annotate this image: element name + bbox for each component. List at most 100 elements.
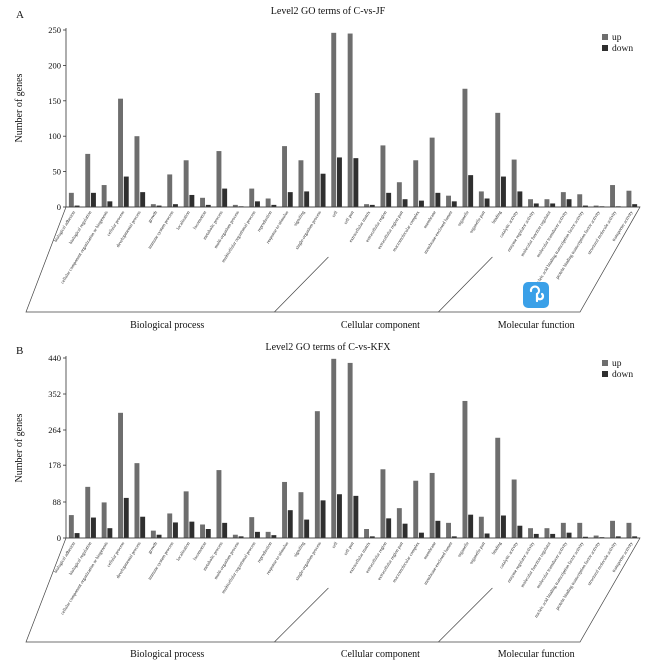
legend-swatch-up xyxy=(602,34,608,40)
bar-down-biological-regulation xyxy=(91,192,96,207)
bar-down-binding xyxy=(501,515,506,538)
category-label: binding xyxy=(491,540,503,555)
bar-up-catalytic-activity xyxy=(511,159,517,207)
bar-down-extracellular-matrix xyxy=(369,204,375,207)
y-tick-label: 352 xyxy=(48,389,61,399)
bars xyxy=(68,32,638,207)
bar-down-locomotion xyxy=(205,204,211,207)
bar-down-localization xyxy=(189,194,195,207)
bar-down-enzyme-regulator-activity xyxy=(533,203,539,207)
category-label: membrane-enclosed lumen xyxy=(423,209,454,254)
bar-up-metabolic-process xyxy=(216,151,222,207)
y-tick-label: 200 xyxy=(48,60,61,70)
group-labels: Biological process Cellular component Mo… xyxy=(130,649,575,660)
bar-up-molecular-transducer-activity xyxy=(560,522,566,538)
bar-up-organelle-part xyxy=(478,516,484,538)
bar-down-signaling xyxy=(304,519,310,538)
bar-down-extracellular-region xyxy=(386,192,392,207)
bar-up-catalytic-activity xyxy=(511,479,517,538)
bar-up-cellular-process xyxy=(118,412,123,538)
category-label: cell part xyxy=(343,540,356,556)
legend-label-up: up xyxy=(612,33,622,43)
bar-up-extracellular-region-part xyxy=(396,508,402,538)
group-frame-outline xyxy=(25,206,641,313)
panel-label: B xyxy=(16,345,23,357)
category-label: signaling xyxy=(292,209,306,227)
group-labels: Biological process Cellular component Mo… xyxy=(130,320,575,331)
panel-a: A Level2 GO terms of C-vs-JF Number of g… xyxy=(14,6,641,331)
category-label: cell xyxy=(331,209,339,218)
bar-up-biological-regulation xyxy=(85,153,91,207)
group-divider xyxy=(274,587,329,643)
category-label: reproduction xyxy=(256,209,273,232)
bar-down-membrane-enclosed-lumen xyxy=(451,201,457,207)
bar-down-nucleic-acid-binding-transcription-factor-activity xyxy=(583,536,588,538)
bar-up-locomotion xyxy=(200,524,205,538)
bar-down-immune-system-process xyxy=(173,204,178,207)
category-label: cell xyxy=(331,540,339,549)
bar-up-membrane xyxy=(429,472,435,538)
category-label: organelle xyxy=(456,210,469,227)
bar-down-multi-organism-process xyxy=(238,536,244,538)
bar-up-cell xyxy=(331,358,337,538)
category-label: membrane xyxy=(422,541,437,560)
y-axis-label: Number of genes xyxy=(14,413,25,482)
bar-up-locomotion xyxy=(200,197,205,207)
bar-down-extracellular-matrix xyxy=(369,536,375,538)
category-label: locomotion xyxy=(192,540,208,561)
y-tick-label: 88 xyxy=(53,497,62,507)
category-label: cell part xyxy=(343,209,356,225)
group-divider xyxy=(438,587,493,643)
bars xyxy=(68,358,638,538)
bar-down-cell-part xyxy=(353,495,359,538)
bar-down-extracellular-region-part xyxy=(402,199,408,207)
category-label: multicellular organismal process xyxy=(220,210,256,264)
bar-up-growth xyxy=(150,530,156,538)
bar-up-signaling xyxy=(298,160,304,207)
bar-down-nucleic-acid-binding-transcription-factor-activity xyxy=(583,205,588,207)
group-label-biological-process: Biological process xyxy=(130,320,204,331)
legend-label-down: down xyxy=(612,370,633,380)
bar-up-extracellular-matrix xyxy=(364,529,369,538)
group-label-biological-process: Biological process xyxy=(130,649,204,660)
group-label-molecular-function: Molecular function xyxy=(498,320,575,331)
bar-up-biological-adhesion xyxy=(68,515,74,538)
y-tick-label: 150 xyxy=(48,96,61,106)
bar-up-response-to-stimulus xyxy=(282,481,287,538)
bar-up-single-organism-process xyxy=(314,411,320,538)
bar-down-metabolic-process xyxy=(222,188,228,207)
bar-up-protein-binding-transcription-factor-activity xyxy=(593,535,599,538)
bar-up-immune-system-process xyxy=(167,513,173,538)
chart-title: Level2 GO terms of C-vs-JF xyxy=(271,6,386,17)
bar-up-protein-binding-transcription-factor-activity xyxy=(593,205,599,207)
bar-down-transporter-activity xyxy=(632,536,638,538)
bar-up-macromolecular-complex xyxy=(413,480,419,538)
bar-up-extracellular-region xyxy=(380,145,386,207)
legend-label-up: up xyxy=(612,359,622,369)
bar-up-structural-molecule-activity xyxy=(610,520,615,538)
bar-up-multi-organism-process xyxy=(232,534,238,538)
y-tick-label: 440 xyxy=(48,353,61,363)
bar-down-reproduction xyxy=(271,204,277,207)
bar-down-protein-binding-transcription-factor-activity xyxy=(599,537,605,538)
bar-down-catalytic-activity xyxy=(517,525,523,538)
category-label: molecular function regulator xyxy=(520,209,552,257)
y-tick-label: 0 xyxy=(57,202,61,212)
watermark-icon xyxy=(523,282,549,308)
bar-down-cellular-component-organization-or-biogenesis xyxy=(107,201,113,207)
category-label: binding xyxy=(491,209,503,224)
category-label: reproduction xyxy=(256,540,273,563)
bar-down-molecular-transducer-activity xyxy=(566,199,572,207)
bar-down-single-organism-process xyxy=(320,173,326,207)
y-tick-label: 250 xyxy=(48,25,61,35)
bar-up-developmental-process xyxy=(134,463,140,538)
bar-down-developmental-process xyxy=(140,192,146,207)
y-tick-label: 264 xyxy=(48,425,62,435)
category-label: growth xyxy=(147,540,159,554)
bar-down-reproduction xyxy=(271,535,277,538)
group-frame-outline xyxy=(25,537,641,643)
y-tick-label: 100 xyxy=(48,131,61,141)
bar-up-extracellular-region-part xyxy=(396,182,402,207)
